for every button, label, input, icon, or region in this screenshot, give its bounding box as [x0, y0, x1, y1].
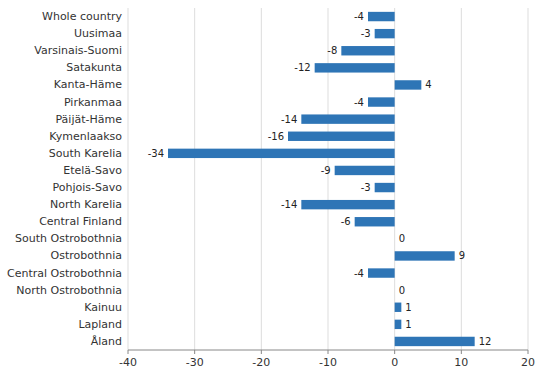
- data-label: -4: [354, 97, 364, 108]
- data-labels: -4-3-8-124-4-14-16-34-9-3-14-609-401112: [148, 11, 492, 347]
- x-axis: -40 -30 -20 -10 0 10 20: [119, 350, 535, 369]
- bar: [368, 268, 395, 277]
- category-label: Central Finland: [39, 215, 122, 228]
- category-label: North Karelia: [50, 198, 122, 211]
- bar: [355, 217, 395, 226]
- category-label: Kainuu: [84, 301, 122, 314]
- bar: [394, 234, 395, 243]
- category-label: Pirkanmaa: [64, 96, 122, 109]
- bar: [168, 149, 395, 158]
- category-label: Central Ostrobothnia: [7, 267, 122, 280]
- tick-mark: [461, 350, 462, 354]
- bar: [395, 80, 422, 89]
- tick-mark: [261, 350, 262, 354]
- bar: [341, 46, 394, 55]
- data-label: 12: [479, 336, 492, 347]
- chart: -40-30-20-1001020Whole countryUusimaaVar…: [0, 0, 546, 376]
- data-label: 0: [399, 285, 405, 296]
- category-label: Whole country: [42, 10, 122, 23]
- data-label: -8: [327, 45, 337, 56]
- bar: [375, 29, 395, 38]
- data-label: -4: [354, 268, 364, 279]
- x-axis-line: [128, 350, 528, 351]
- tick-label: -20: [252, 356, 270, 369]
- data-label: -16: [268, 131, 284, 142]
- tick-label: 10: [454, 356, 468, 369]
- tick-mark: [394, 350, 395, 354]
- bar: [301, 114, 394, 123]
- grid-line: [328, 8, 329, 350]
- bar: [395, 337, 475, 346]
- category-label: Ostrobothnia: [51, 249, 122, 262]
- category-label: Etelä-Savo: [63, 164, 122, 177]
- bar: [395, 303, 402, 312]
- data-label: -14: [281, 114, 297, 125]
- data-label: 1: [405, 319, 411, 330]
- data-label: -4: [354, 11, 364, 22]
- data-label: 9: [459, 250, 465, 261]
- data-label: -34: [148, 148, 164, 159]
- category-label: Pohjois-Savo: [53, 181, 123, 194]
- data-label: 1: [405, 302, 411, 313]
- grid-line: [194, 8, 195, 350]
- tick-label: 0: [391, 356, 398, 369]
- tick-mark: [328, 350, 329, 354]
- grid-line: [128, 8, 129, 350]
- bar: [315, 63, 395, 72]
- category-label: Satakunta: [66, 61, 122, 74]
- bar: [395, 320, 402, 329]
- grid: [128, 8, 528, 350]
- bar: [288, 132, 395, 141]
- category-label: Lapland: [78, 318, 122, 331]
- category-label: North Ostrobothnia: [16, 284, 122, 297]
- data-label: 0: [399, 233, 405, 244]
- tick-label: -40: [119, 356, 137, 369]
- data-label: 4: [425, 79, 431, 90]
- grid-line: [461, 8, 462, 350]
- grid-line: [528, 8, 529, 350]
- grid-line: [261, 8, 262, 350]
- bar: [368, 12, 395, 21]
- y-axis: Whole country Uusimaa Varsinais-Suomi Satak…: [7, 10, 123, 348]
- tick-label: -10: [319, 356, 337, 369]
- data-label: -3: [361, 28, 371, 39]
- tick-label: -30: [186, 356, 204, 369]
- data-label: -12: [294, 62, 310, 73]
- category-label: Kymenlaakso: [49, 130, 122, 143]
- bar: [335, 166, 395, 175]
- bar: [368, 97, 395, 106]
- bar: [394, 285, 395, 294]
- category-label: Päijät-Häme: [55, 113, 122, 126]
- category-label: Varsinais-Suomi: [34, 44, 122, 57]
- category-label: Uusimaa: [74, 27, 122, 40]
- bar: [301, 200, 394, 209]
- data-label: -6: [341, 216, 351, 227]
- tick-mark: [128, 350, 129, 354]
- category-label: South Ostrobothnia: [15, 232, 122, 245]
- category-label: Kanta-Häme: [54, 78, 122, 91]
- category-label: Åland: [91, 335, 122, 348]
- bar: [395, 251, 455, 260]
- category-label: South Karelia: [49, 147, 122, 160]
- data-label: -9: [321, 165, 331, 176]
- bars: [168, 12, 475, 346]
- tick-mark: [194, 350, 195, 354]
- bar: [375, 183, 395, 192]
- tick-label: 20: [521, 356, 535, 369]
- data-label: -3: [361, 182, 371, 193]
- tick-mark: [528, 350, 529, 354]
- data-label: -14: [281, 199, 297, 210]
- grid-line: [394, 8, 395, 350]
